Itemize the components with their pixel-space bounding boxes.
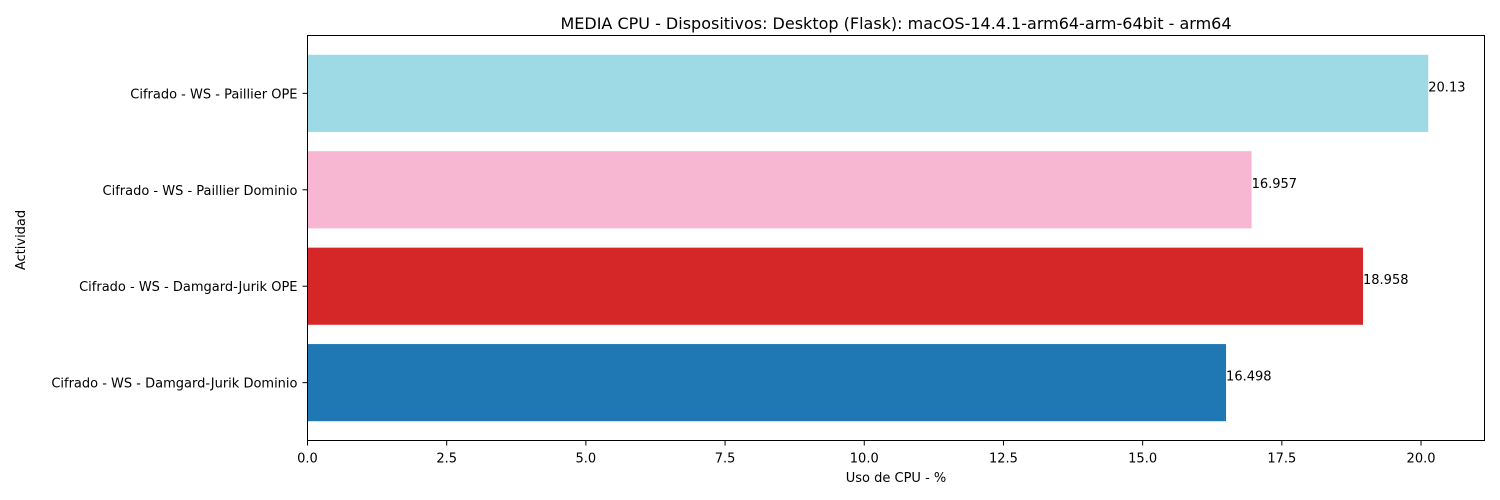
x-tick-label: 20.0 bbox=[1407, 452, 1436, 467]
y-tick-label: Cifrado - WS - Damgard-Jurik Dominio bbox=[51, 377, 297, 392]
data-labels-group: 16.498 18.958 16.957 20.13 bbox=[1226, 80, 1465, 384]
y-tick-label: Cifrado - WS - Damgard-Jurik OPE bbox=[79, 280, 297, 295]
x-axis: 0.0 2.5 5.0 7.5 10.0 12.5 15.0 17.5 20.0 bbox=[297, 440, 1436, 467]
bar bbox=[307, 344, 1227, 422]
data-label: 16.957 bbox=[1252, 177, 1298, 192]
bar bbox=[307, 151, 1252, 229]
x-tick-label: 12.5 bbox=[989, 452, 1018, 467]
x-tick-label: 10.0 bbox=[850, 452, 879, 467]
bar bbox=[307, 54, 1429, 132]
data-label: 16.498 bbox=[1226, 370, 1272, 385]
x-tick-label: 5.0 bbox=[576, 452, 597, 467]
data-label: 18.958 bbox=[1363, 273, 1409, 288]
bars-group bbox=[307, 54, 1429, 422]
x-tick-label: 15.0 bbox=[1128, 452, 1157, 467]
plot-frame bbox=[307, 35, 1485, 441]
y-tick-label: Cifrado - WS - Paillier Dominio bbox=[103, 184, 298, 199]
y-axis: Cifrado - WS - Damgard-Jurik Dominio Cifr… bbox=[51, 87, 308, 392]
x-tick-label: 7.5 bbox=[715, 452, 736, 467]
x-tick-label: 2.5 bbox=[436, 452, 457, 467]
x-tick-label: 17.5 bbox=[1267, 452, 1296, 467]
x-tick-label: 0.0 bbox=[297, 452, 318, 467]
bar bbox=[307, 247, 1364, 325]
x-axis-label: Uso de CPU - % bbox=[846, 471, 947, 486]
chart-title: MEDIA CPU - Dispositivos: Desktop (Flask… bbox=[560, 14, 1231, 33]
y-tick-label: Cifrado - WS - Paillier OPE bbox=[130, 87, 297, 102]
data-label: 20.13 bbox=[1428, 80, 1465, 95]
y-axis-label: Actividad bbox=[14, 210, 29, 270]
